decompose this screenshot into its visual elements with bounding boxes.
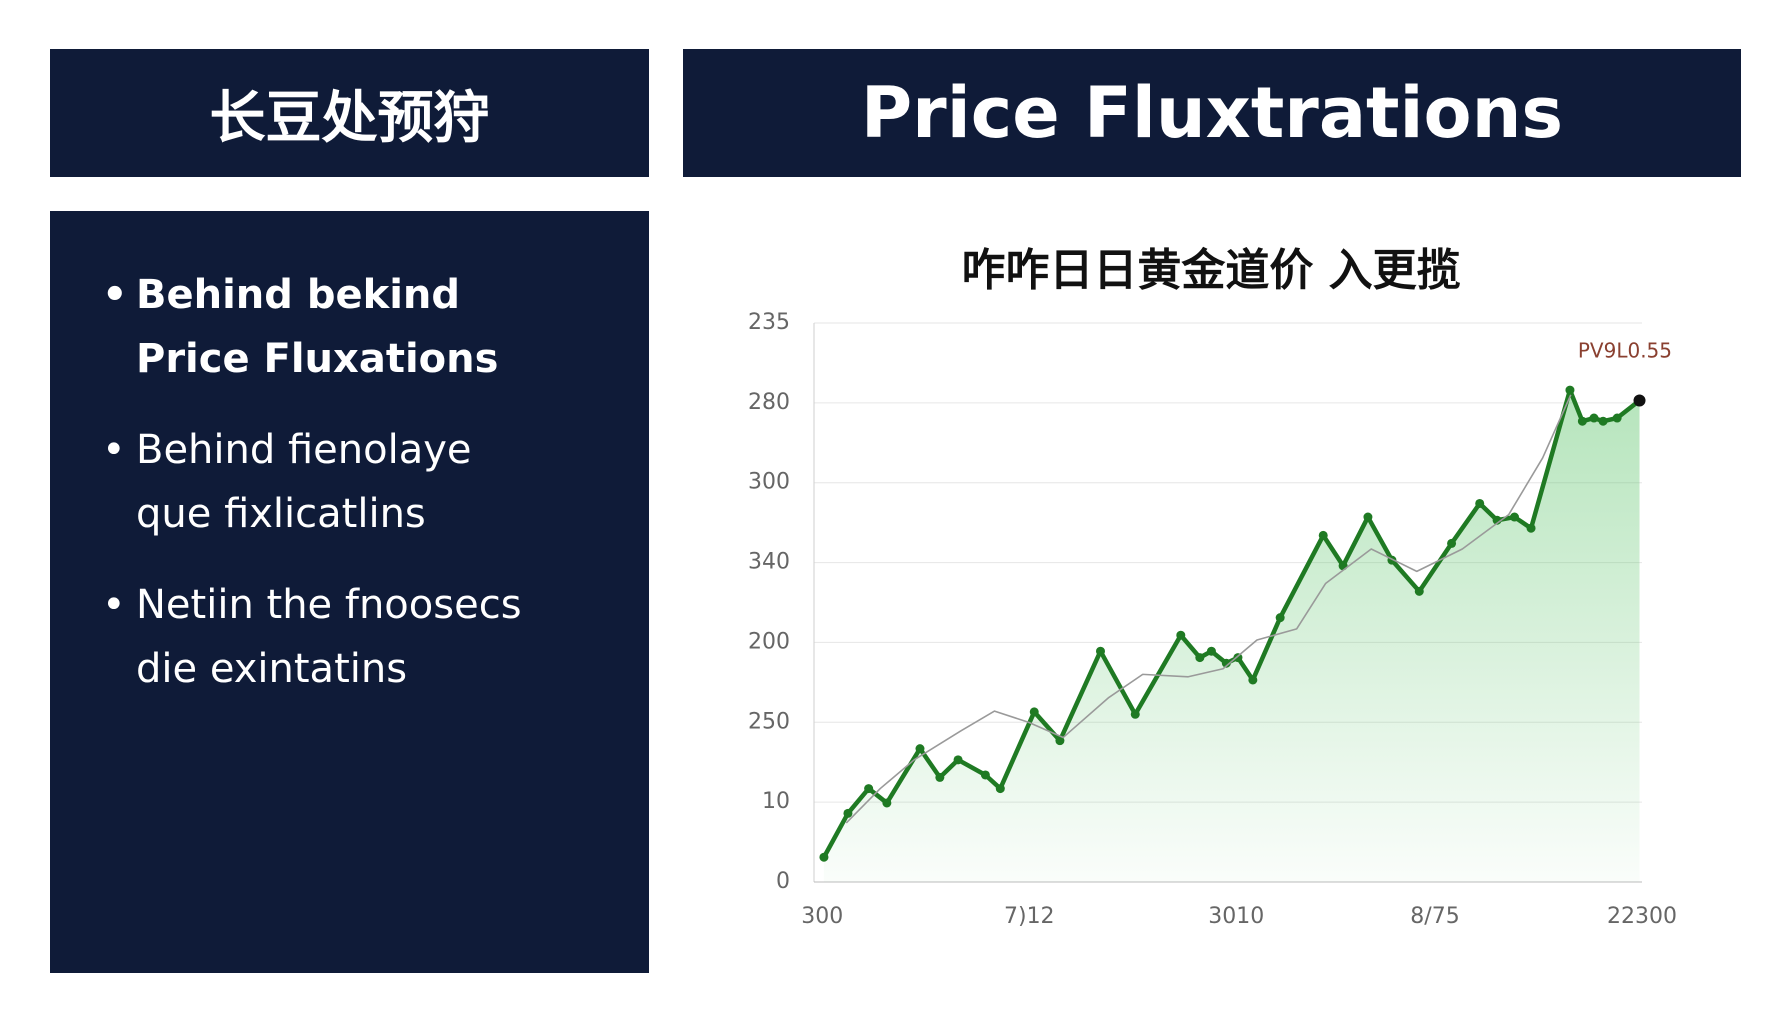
- bullet-line: Price Fluxations: [136, 336, 499, 382]
- y-tick-label: 235: [748, 310, 790, 335]
- point: [843, 808, 853, 818]
- point: [1176, 630, 1186, 640]
- left-title: 长豆处预狩: [50, 49, 649, 177]
- left-panel: Behind bekind Price Fluxations Behind fien…: [50, 211, 649, 973]
- point: [1633, 394, 1646, 407]
- x-tick-label: 3010: [1208, 904, 1264, 929]
- annotation: PV9L0.55: [1578, 339, 1672, 363]
- point: [1206, 646, 1216, 656]
- point: [1414, 586, 1424, 596]
- point: [953, 755, 963, 765]
- point: [1363, 512, 1373, 522]
- bullet-line: que fixlicatlins: [136, 491, 426, 537]
- y-tick-label: 340: [748, 550, 790, 575]
- y-tick-label: 300: [748, 470, 790, 495]
- bullet-line: die exintatins: [136, 646, 408, 692]
- point: [980, 770, 990, 780]
- point: [995, 784, 1005, 794]
- point: [819, 852, 829, 862]
- y-tick-label: 10: [762, 789, 790, 814]
- x-tick-label: 22300: [1607, 904, 1677, 929]
- chart-title: 咋咋日日黄金道价 入更揽: [961, 245, 1460, 296]
- point: [1029, 707, 1039, 717]
- point: [1589, 413, 1599, 423]
- bullet: Netiin the fnoosecs die exintatins: [102, 573, 522, 701]
- point: [1387, 555, 1397, 565]
- header-title: Price Fluxtrations: [683, 49, 1741, 177]
- point: [1612, 413, 1622, 423]
- point: [1492, 515, 1502, 525]
- x-tick-label: 8/75: [1410, 904, 1459, 929]
- point: [1338, 561, 1348, 571]
- point: [1475, 498, 1485, 508]
- point: [1195, 653, 1205, 663]
- bullet-line: Behind fienolaye: [136, 427, 472, 473]
- point: [1233, 653, 1243, 663]
- point: [1275, 613, 1285, 623]
- y-tick-label: 250: [748, 709, 790, 734]
- y-tick-label: 200: [748, 629, 790, 654]
- point: [864, 784, 874, 794]
- point: [1318, 530, 1328, 540]
- point: [915, 744, 925, 754]
- y-tick-label: 280: [748, 390, 790, 415]
- point: [1095, 646, 1105, 656]
- line: [845, 394, 1572, 824]
- point: [1248, 675, 1258, 685]
- point: [1221, 658, 1231, 668]
- point: [1130, 709, 1140, 719]
- point: [1565, 385, 1575, 395]
- point: [1577, 416, 1587, 426]
- point: [1598, 416, 1608, 426]
- bullet-line: Behind bekind: [136, 272, 461, 318]
- point: [1509, 512, 1519, 522]
- bullet: Behind bekind Price Fluxations: [102, 263, 499, 391]
- point: [935, 772, 945, 782]
- point: [1447, 538, 1457, 548]
- x-tick-label: 300: [801, 904, 843, 929]
- line: [821, 387, 1641, 859]
- bullet-line: Netiin the fnoosecs: [136, 582, 522, 628]
- point: [1526, 523, 1536, 533]
- area: [823, 390, 1640, 882]
- bullet: Behind fienolaye que fixlicatlins: [102, 418, 472, 546]
- y-tick-label: 0: [776, 869, 790, 894]
- point: [1055, 736, 1065, 746]
- x-tick-label: 7)12: [1004, 904, 1055, 929]
- point: [882, 798, 892, 808]
